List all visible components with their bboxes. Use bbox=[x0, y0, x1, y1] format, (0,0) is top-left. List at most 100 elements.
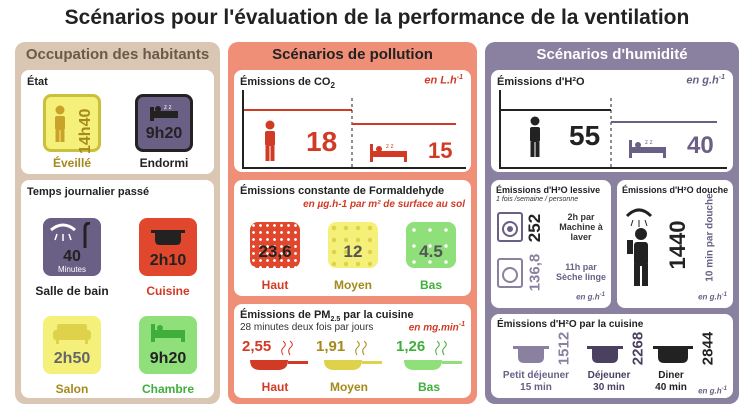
bath-value: 40 bbox=[63, 248, 81, 265]
formal-moyen-label: Moyen bbox=[333, 278, 372, 292]
sofa-icon bbox=[53, 324, 91, 344]
pot-icon bbox=[151, 230, 185, 245]
cuisine-value-1: 1512 bbox=[555, 331, 573, 366]
formal-moyen-tile: 12 bbox=[328, 222, 378, 268]
bath-tile: 40 Minutes bbox=[43, 218, 101, 276]
pan-icon-yellow bbox=[324, 360, 382, 370]
awake-tile: 14h40 bbox=[43, 94, 101, 154]
person-icon-dark bbox=[530, 116, 540, 157]
bedroom-tile: 9h20 bbox=[139, 316, 197, 374]
occupation-panel: Occupation des habitants État 14h40 Évei… bbox=[15, 42, 220, 404]
occupation-header: Occupation des habitants bbox=[25, 46, 210, 63]
lessive-label: Émissions d'H²O lessive bbox=[496, 185, 601, 195]
pollution-header: Scénarios de pollution bbox=[272, 46, 433, 63]
kitchen-value: 2h10 bbox=[149, 252, 187, 269]
kitchen-tile: 2h10 bbox=[139, 218, 197, 276]
co2-label: Émissions de CO2 bbox=[240, 76, 335, 91]
lessive-card: Émissions d'H²O lessive 1 fois /semaine … bbox=[491, 180, 611, 308]
formal-haut-tile: 23,6 bbox=[250, 222, 300, 268]
salon-label: Salon bbox=[55, 382, 89, 396]
pm-label: Émissions de PM2.5 par la cuisine bbox=[240, 309, 414, 324]
cuisine-time-1: 15 min bbox=[520, 382, 552, 393]
h2o-sleep-value: 40 bbox=[687, 132, 714, 159]
lessive-sub: 1 fois /semaine / personne bbox=[496, 196, 579, 203]
pan-icon-red bbox=[250, 360, 308, 370]
bedroom-value: 9h20 bbox=[149, 350, 187, 367]
pot-icon-3 bbox=[653, 346, 693, 363]
cuisine-time-3: 40 min bbox=[655, 382, 687, 393]
pan-icon-green bbox=[404, 360, 462, 370]
steam-icon-green bbox=[435, 340, 447, 356]
humidite-header: Scénarios d'humidité bbox=[536, 46, 688, 63]
cuisine-value-2: 2268 bbox=[629, 331, 647, 366]
temps-card: Temps journalier passé 40 Minutes Salle … bbox=[21, 180, 214, 398]
pot-icon-2 bbox=[587, 346, 623, 363]
bed-icon: z z bbox=[150, 105, 178, 121]
cuisine-label-3: Diner bbox=[658, 370, 684, 381]
awake-label: Éveillé bbox=[52, 156, 92, 170]
lessive-desc-1: 2h par Machine à laver bbox=[559, 212, 603, 242]
co2-timeline bbox=[242, 90, 466, 169]
lessive-unit: en g.h-1 bbox=[576, 292, 605, 302]
washing-machine-icon bbox=[497, 212, 523, 242]
formal-bas-value: 4.5 bbox=[419, 242, 443, 261]
salon-value: 2h50 bbox=[53, 350, 91, 367]
pm-haut-label: Haut bbox=[261, 380, 289, 394]
pm-desc: 28 minutes deux fois par jours bbox=[240, 322, 374, 333]
humidite-panel: Scénarios d'humidité Émissions d'H²O en … bbox=[485, 42, 739, 404]
bedroom-label: Chambre bbox=[141, 382, 194, 396]
cuisine-label-1: Petit déjeuner bbox=[502, 370, 570, 381]
formal-moyen-value: 12 bbox=[343, 242, 363, 261]
pm-haut-value: 2,55 bbox=[242, 338, 272, 355]
svg-text:z z: z z bbox=[386, 144, 394, 150]
formal-haut-label: Haut bbox=[261, 278, 289, 292]
lessive-value-2: 136,8 bbox=[526, 253, 544, 292]
pm-card: Émissions de PM2.5 par la cuisine 28 min… bbox=[234, 304, 471, 398]
bath-label: Salle de bain bbox=[35, 284, 109, 298]
pm-bas-value: 1,26 bbox=[396, 338, 426, 355]
bath-unit: Minutes bbox=[57, 265, 86, 274]
co2-sleep-value: 15 bbox=[428, 138, 453, 163]
etat-card: État 14h40 Éveillé z z 9h20 Endormi bbox=[21, 70, 214, 174]
steam-icon-yellow bbox=[355, 340, 367, 356]
h2o-timeline bbox=[499, 90, 727, 169]
douche-value: 1440 bbox=[665, 220, 690, 270]
douche-card: Émissions d'H²O douche 1440 10 min par d… bbox=[617, 180, 733, 308]
kitchen-label: Cuisine bbox=[146, 284, 190, 298]
h2o-card: Émissions d'H²O en g.h-1 55 z z 40 bbox=[491, 70, 733, 172]
temps-label: Temps journalier passé bbox=[27, 186, 150, 198]
h2o-unit: en g.h-1 bbox=[686, 74, 725, 87]
h2o-label: Émissions d'H²O bbox=[497, 76, 585, 88]
svg-text:z z: z z bbox=[164, 105, 172, 111]
svg-text:z z: z z bbox=[645, 140, 653, 146]
dryer-icon bbox=[497, 258, 523, 288]
co2-awake-value: 18 bbox=[306, 126, 338, 157]
formal-card: Émissions constante de Formaldehyde en µ… bbox=[234, 180, 471, 296]
formal-label: Émissions constante de Formaldehyde bbox=[240, 185, 445, 197]
douche-label: Émissions d'H²O douche bbox=[622, 185, 729, 195]
co2-card: Émissions de CO2 en L.h-1 18 z z 15 bbox=[234, 70, 471, 172]
douche-desc: 10 min par douche bbox=[704, 193, 716, 282]
cuisine-value-3: 2844 bbox=[699, 331, 717, 366]
pollution-panel: Scénarios de pollution Émissions de CO2 … bbox=[228, 42, 477, 404]
page-title: Scénarios pour l'évaluation de la perfor… bbox=[64, 6, 690, 29]
sleep-tile: z z 9h20 bbox=[135, 94, 193, 152]
etat-label: État bbox=[27, 76, 48, 88]
pm-unit: en mg.min-1 bbox=[408, 321, 465, 334]
sleep-label: Endormi bbox=[139, 156, 189, 170]
pm-moyen-value: 1,91 bbox=[316, 338, 346, 355]
pot-icon-1 bbox=[513, 346, 549, 363]
bed-icon-purple: z z bbox=[629, 140, 666, 158]
formal-unit: en µg.h-1 par m² de surface au sol bbox=[303, 199, 465, 210]
salon-tile: 2h50 bbox=[43, 316, 101, 374]
person-icon-red bbox=[265, 120, 275, 161]
shower-person-icon bbox=[625, 208, 653, 286]
co2-unit: en L.h-1 bbox=[424, 74, 463, 87]
cuisine-label-2: Déjeuner bbox=[587, 370, 631, 381]
shower-icon bbox=[50, 222, 91, 248]
formal-bas-tile: 4.5 bbox=[406, 222, 456, 268]
h2o-awake-value: 55 bbox=[569, 120, 601, 151]
lessive-desc-2: 11h par Sèche linge bbox=[555, 262, 607, 282]
cuisine-card: Émissions d'H²O par la cuisine 1512 Peti… bbox=[491, 314, 733, 398]
bed-icon-green bbox=[151, 324, 185, 342]
